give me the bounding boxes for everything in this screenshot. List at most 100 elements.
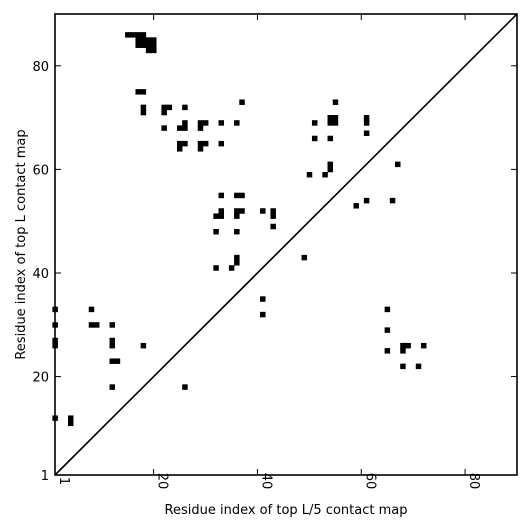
- contact-point: [218, 213, 225, 219]
- contact-point: [202, 120, 209, 126]
- contact-point: [197, 140, 204, 147]
- contact-point: [363, 120, 370, 126]
- contact-point: [197, 146, 204, 152]
- contact-point: [234, 192, 240, 199]
- contact-point: [202, 140, 209, 147]
- contact-point: [415, 363, 422, 370]
- contact-point: [88, 306, 95, 313]
- contact-point: [332, 120, 339, 126]
- contact-point: [270, 213, 276, 219]
- contact-point: [311, 135, 318, 142]
- contact-point: [228, 265, 235, 271]
- contact-point: [234, 120, 240, 126]
- x-axis-label: Residue index of top L/5 contact map: [165, 503, 408, 518]
- contact-point: [145, 47, 152, 54]
- contact-point: [109, 337, 115, 344]
- contact-point: [332, 99, 339, 105]
- contact-point: [67, 415, 74, 421]
- x-tick-label: 40: [258, 473, 273, 490]
- contact-point: [260, 296, 266, 302]
- contact-point: [161, 104, 167, 111]
- y-tick-label: 80: [32, 60, 49, 75]
- diagonal-line: [54, 13, 518, 476]
- contact-point: [182, 384, 188, 390]
- contact-point: [161, 125, 167, 131]
- contact-point: [182, 104, 188, 111]
- x-tick-label: 60: [362, 473, 377, 490]
- contact-point: [353, 203, 359, 209]
- contact-point: [218, 192, 225, 199]
- contact-point: [140, 109, 147, 116]
- contact-point: [140, 42, 147, 48]
- x-tick-label: 20: [155, 473, 170, 490]
- contact-point: [234, 208, 240, 214]
- contact-point: [363, 115, 370, 121]
- contact-point: [130, 32, 136, 38]
- y-tick-label: 20: [32, 371, 49, 386]
- contact-point: [363, 197, 370, 204]
- contact-point: [260, 311, 266, 318]
- y-tick-label: 1: [41, 469, 49, 484]
- contact-point: [197, 120, 204, 126]
- contact-point: [140, 37, 147, 43]
- contact-point: [135, 42, 141, 48]
- y-axis-label: Residue index of top L contact map: [14, 129, 29, 359]
- contact-point: [218, 208, 225, 214]
- contact-point: [400, 342, 406, 349]
- contact-point: [140, 104, 147, 111]
- contact-point: [176, 140, 183, 147]
- contact-point: [322, 171, 328, 178]
- contact-point: [176, 146, 183, 152]
- contact-point: [327, 166, 334, 173]
- contact-point: [260, 208, 266, 214]
- contact-point: [327, 115, 334, 121]
- contact-point: [213, 213, 219, 219]
- contact-point: [301, 254, 308, 261]
- contact-point: [363, 130, 370, 137]
- contact-point: [384, 306, 391, 313]
- contact-point: [218, 120, 225, 126]
- contact-point: [151, 37, 157, 43]
- contact-point: [109, 342, 115, 349]
- contact-point: [93, 322, 100, 328]
- contact-point: [140, 342, 147, 349]
- contact-point: [182, 125, 188, 131]
- contact-point: [306, 171, 313, 178]
- contact-point: [384, 327, 391, 333]
- contact-point: [270, 223, 276, 230]
- contact-point: [327, 120, 334, 126]
- contact-point: [327, 135, 334, 142]
- y-tick-label: 60: [32, 163, 49, 178]
- contact-point: [182, 120, 188, 126]
- contact-point: [114, 358, 121, 364]
- contact-point: [400, 363, 406, 370]
- contact-point: [140, 89, 147, 95]
- contact-point: [239, 208, 245, 214]
- contact-point: [213, 228, 219, 235]
- plot-frame: [54, 13, 518, 476]
- contact-point: [109, 384, 115, 390]
- contact-point: [395, 161, 401, 168]
- contact-point: [109, 358, 115, 364]
- contact-point: [270, 208, 276, 214]
- contact-point: [239, 192, 245, 199]
- y-tick-label: 40: [32, 267, 49, 282]
- x-tick-label: 80: [466, 473, 481, 490]
- contact-point: [109, 322, 115, 328]
- axis-ticks: 1 20 40 60 80 1 20 40 60 80: [32, 14, 517, 489]
- contact-point: [197, 125, 204, 131]
- contact-point: [332, 115, 339, 121]
- contact-point: [166, 104, 173, 111]
- contact-point: [405, 342, 411, 349]
- contact-point: [234, 254, 240, 261]
- contact-point: [234, 213, 240, 219]
- contact-point: [384, 348, 391, 354]
- contact-point: [125, 32, 131, 38]
- contact-point: [176, 125, 183, 131]
- contact-point: [135, 89, 141, 95]
- contact-point: [234, 228, 240, 235]
- contact-point: [389, 197, 396, 204]
- contact-point: [311, 120, 318, 126]
- contact-point: [140, 32, 147, 38]
